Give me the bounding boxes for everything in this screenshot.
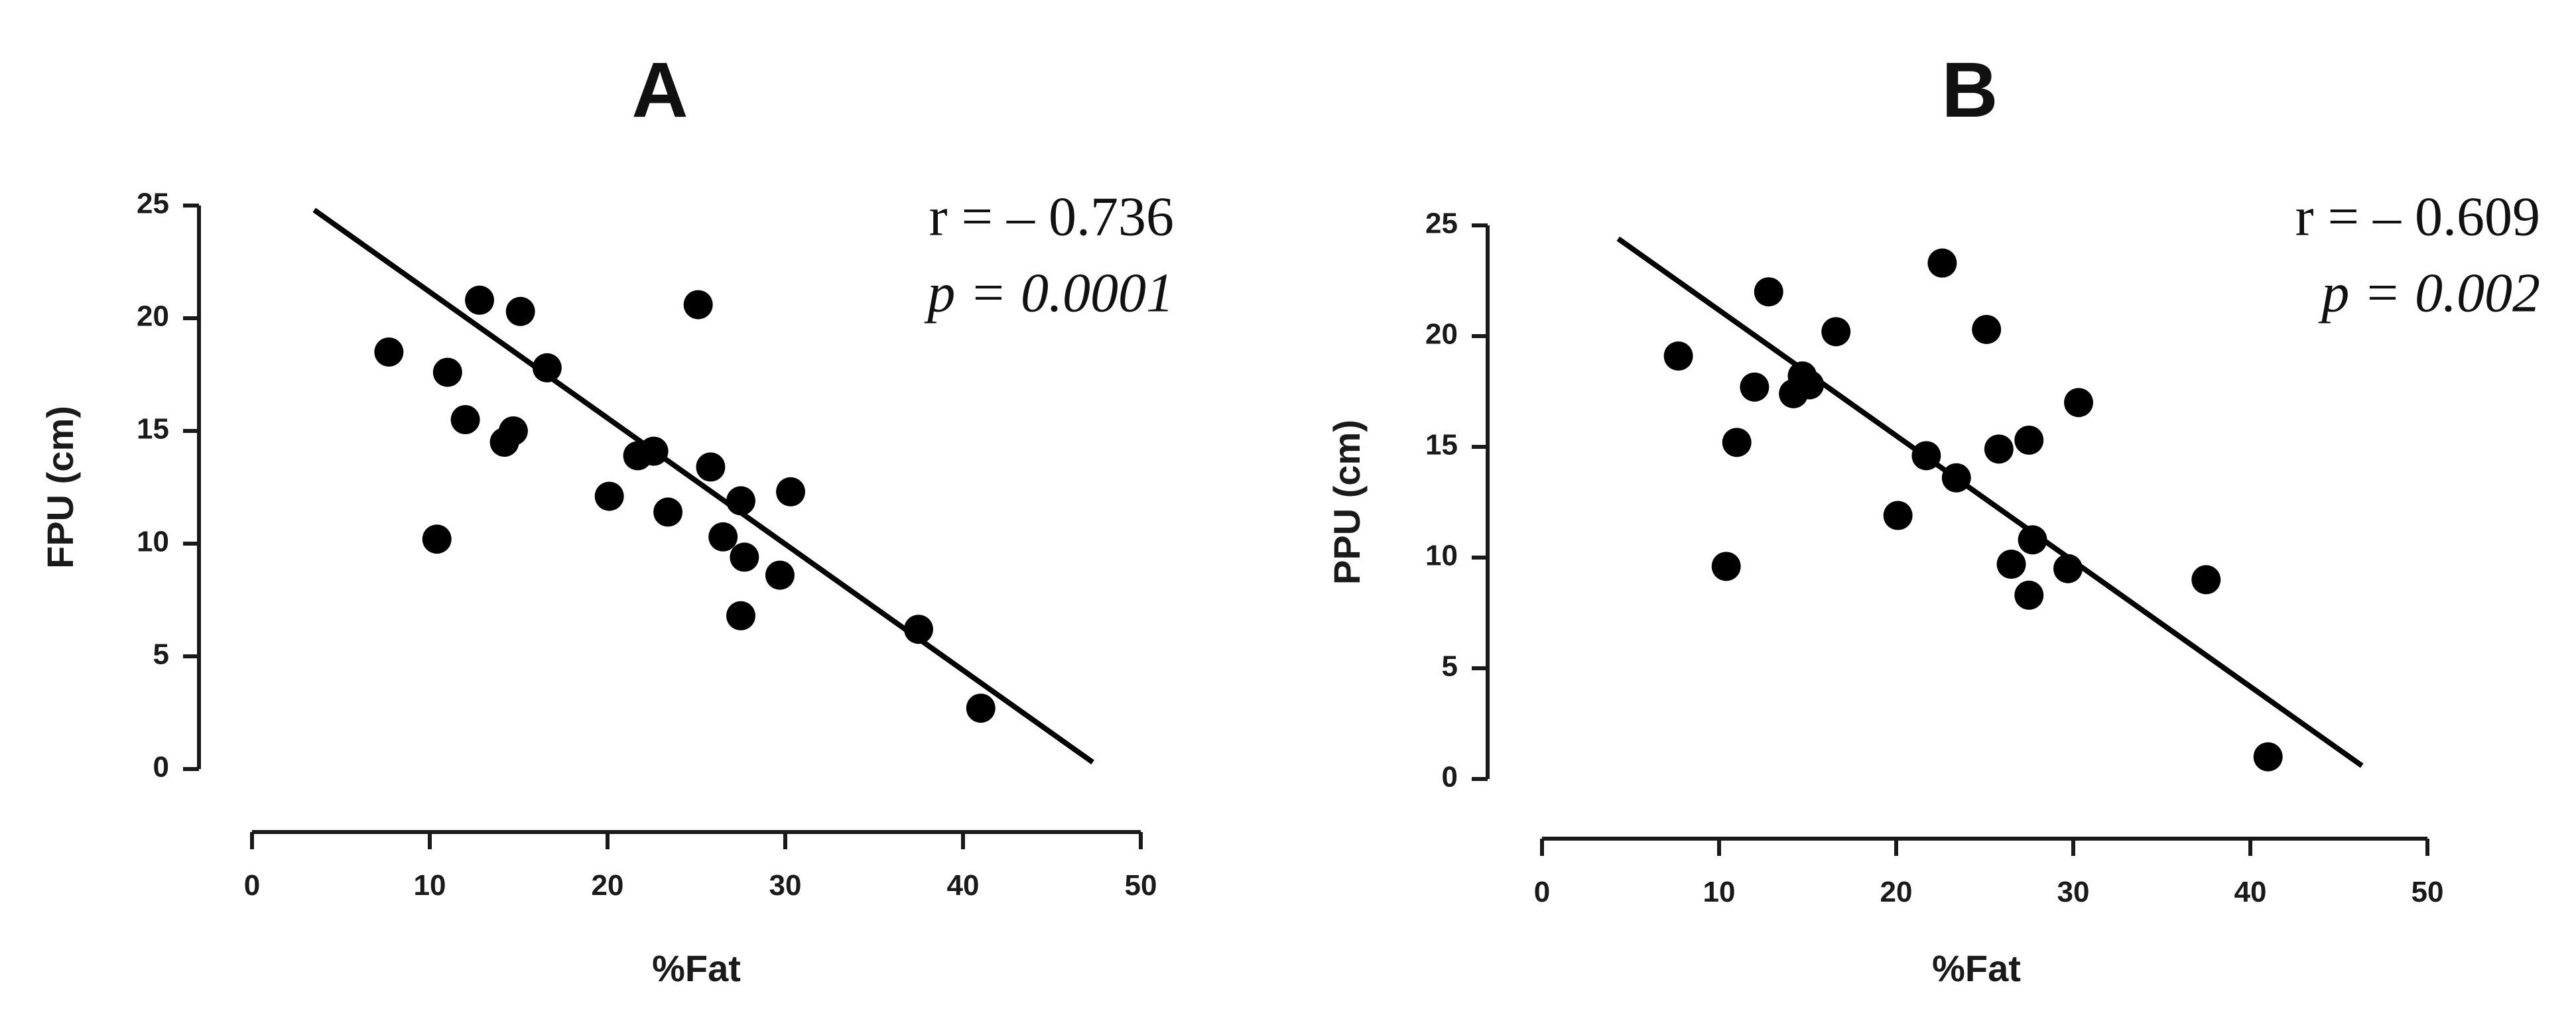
x-tick-label-a: 30 [769, 869, 802, 902]
data-point-b [2053, 554, 2083, 583]
chart-panel-b: B 0 5 10 15 20 25 0 10 20 30 40 50 %Fat PPU (cm) r = – … [1326, 46, 2540, 989]
y-tick-label-b: 0 [1442, 761, 1458, 794]
data-point-a [904, 615, 933, 644]
data-point-a [450, 405, 480, 434]
data-point-b [1996, 550, 2026, 579]
data-point-b [1984, 434, 2014, 464]
y-tick-label-b: 15 [1425, 429, 1458, 461]
data-point-b [1722, 428, 1752, 457]
x-tick-label-a: 40 [947, 869, 980, 902]
data-point-b [1663, 341, 1693, 371]
data-point-a [776, 477, 806, 507]
stat-r-b: r = – 0.609 [2295, 186, 2540, 247]
x-tick-label-b: 20 [1880, 876, 1913, 908]
data-point-b [1927, 248, 1957, 278]
data-point-b [1795, 370, 1825, 400]
data-point-a [505, 296, 535, 326]
x-tick-label-b: 50 [2412, 876, 2444, 908]
data-point-a [422, 524, 452, 554]
y-axis-label-a: FPU (cm) [39, 406, 81, 569]
y-tick-label-a: 25 [137, 188, 169, 220]
data-point-a [374, 337, 404, 367]
data-point-a [532, 353, 562, 383]
y-tick-label-b: 5 [1442, 650, 1458, 683]
y-tick-label-a: 5 [153, 638, 169, 671]
data-point-a [639, 436, 669, 466]
x-tick-label-a: 20 [592, 869, 624, 902]
data-point-b [2064, 388, 2094, 418]
x-tick-label-b: 40 [2234, 876, 2267, 908]
data-point-b [1972, 314, 2002, 344]
data-point-a [465, 285, 495, 315]
x-tick-label-a: 0 [244, 869, 260, 902]
y-tick-label-b: 25 [1425, 208, 1458, 240]
panel-title-b: B [1941, 46, 1998, 134]
stat-p-a: p = 0.0001 [924, 262, 1174, 324]
data-point-b [1821, 317, 1851, 347]
trend-line-a [312, 208, 1094, 765]
x-tick-label-b: 30 [2057, 876, 2090, 908]
data-point-a [966, 693, 996, 723]
y-tick-label-a: 15 [137, 413, 169, 446]
panel-title-a: A [631, 46, 688, 134]
data-point-a [653, 497, 683, 527]
x-axis-label-a: %Fat [652, 947, 741, 989]
data-point-b [1941, 463, 1971, 493]
data-point-a [432, 357, 462, 387]
data-point-a [708, 522, 738, 552]
y-tick-label-a: 20 [137, 300, 169, 333]
data-point-b [1883, 501, 1913, 530]
data-point-b [2014, 580, 2044, 610]
data-point-a [726, 486, 755, 516]
data-point-b [2014, 425, 2044, 455]
stat-r-a: r = – 0.736 [929, 186, 1174, 247]
y-axis-label-b: PPU (cm) [1326, 420, 1368, 585]
data-point-b [1711, 552, 1741, 581]
data-point-b [2191, 565, 2221, 595]
y-tick-label-a: 0 [153, 751, 169, 784]
data-point-a [683, 290, 713, 320]
data-point-b [2018, 525, 2047, 555]
x-tick-label-a: 50 [1125, 869, 1157, 902]
data-point-a [594, 481, 624, 511]
data-point-a [726, 601, 755, 630]
data-point-a [498, 416, 528, 446]
data-point-b [1740, 372, 1770, 402]
data-point-b [1754, 277, 1783, 307]
x-tick-label-a: 10 [414, 869, 446, 902]
x-tick-label-b: 0 [1534, 876, 1550, 908]
stat-p-b: p = 0.002 [2318, 262, 2540, 324]
x-tick-label-b: 10 [1703, 876, 1736, 908]
data-point-b [2253, 742, 2283, 772]
chart-panel-a: A 0 5 10 15 20 25 0 10 20 30 40 50 %Fat FPU (cm) r = – … [39, 46, 1174, 989]
data-point-a [730, 542, 759, 572]
y-tick-label-b: 10 [1425, 540, 1458, 572]
trend-line-b [1616, 236, 2364, 768]
x-axis-label-b: %Fat [1932, 947, 2021, 989]
y-tick-label-a: 10 [137, 526, 169, 558]
data-point-b [1911, 441, 1941, 471]
data-point-a [765, 560, 795, 590]
data-point-a [696, 452, 726, 482]
y-tick-label-b: 20 [1425, 318, 1458, 351]
